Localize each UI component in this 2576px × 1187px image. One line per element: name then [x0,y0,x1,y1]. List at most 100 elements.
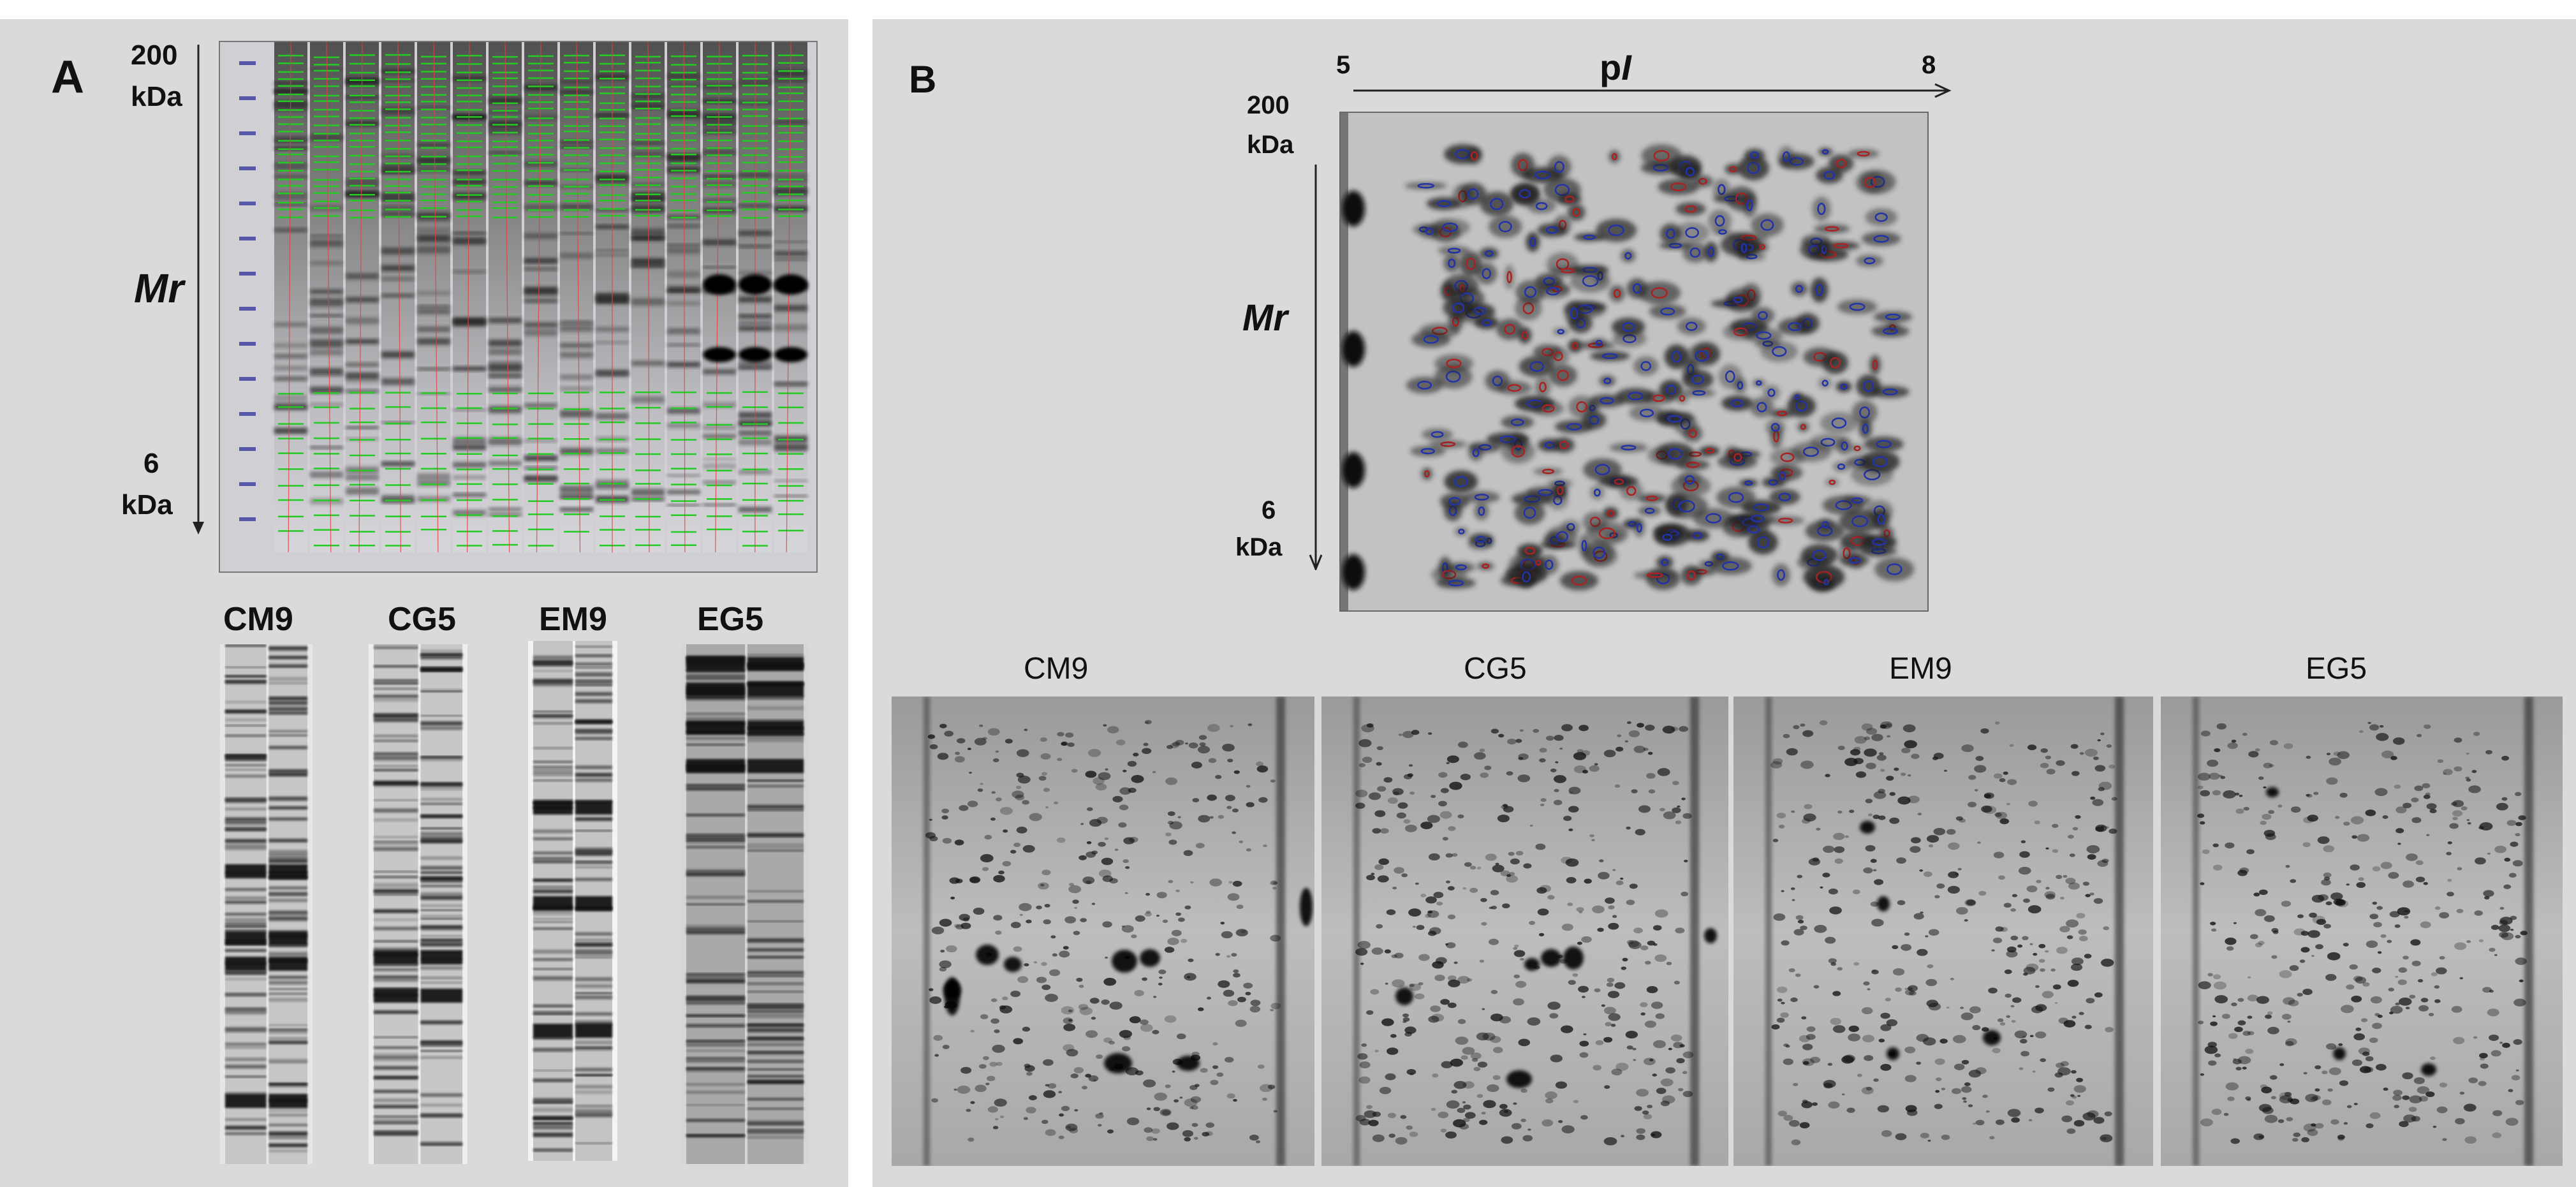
spot-outline [1640,361,1651,371]
gel-spot [953,924,960,928]
gel-spot [960,922,971,929]
gel-band [560,253,593,259]
gel-spot [1403,774,1413,779]
gel-spot [1022,800,1029,805]
gel-spot [2415,860,2424,866]
gel-spot [1628,940,1640,948]
panel-a-mw-bottom: 6 [144,448,159,479]
gel-spot [1616,746,1624,752]
gel-spot [1212,1065,1219,1069]
gel-spot [967,748,971,751]
gel-spot [1420,822,1433,830]
gel-spot [1579,1052,1589,1058]
gel-spot [1445,853,1454,858]
spot-outline [1750,151,1760,159]
gel-spot [1999,818,2010,825]
gel-spot [1800,760,1814,769]
gel-spot [1885,723,1892,728]
strip-band [420,871,462,874]
panel-b-pi-end: 8 [1922,51,1936,79]
gel-spot [2403,1114,2417,1123]
gel-spot [1561,924,1573,931]
gel-spot [931,926,945,934]
gel-spot [1911,753,1920,759]
protein-spot [1510,184,1540,203]
gel-spot [1464,1112,1476,1119]
strip-band [420,1040,462,1043]
protein-spot [1568,395,1595,418]
gel-spot [2508,873,2517,878]
gel-spot [2323,924,2331,929]
gel-spot [1235,929,1248,937]
gel-spot [2262,1107,2274,1114]
gel-spot [1448,979,1461,987]
strip-band [686,996,745,999]
gel-spot [1386,909,1396,915]
gel-spot [2463,1103,2477,1112]
protein-spot [1818,377,1832,390]
gel-heavy-spot [1877,896,1890,911]
gel-spot [2454,766,2462,772]
strip-band [533,760,573,763]
spot-outline [1747,161,1760,175]
strip-band [747,1107,804,1110]
gel-spot [1964,1082,1971,1086]
gel-spot [1901,748,1911,754]
gel-spot [1074,1109,1078,1112]
gel-spot [2362,982,2370,987]
protein-spot [1533,468,1563,476]
gel-band [417,246,450,254]
gel-band [274,427,307,434]
ladder-band [239,96,256,100]
gel-spot [1080,823,1084,825]
gel-spot [1474,752,1486,760]
gel-spot [1161,1110,1170,1116]
gel-spot [1228,999,1238,1006]
gel-spot [1112,795,1123,802]
gel-spot [1997,1018,2004,1022]
gel-spot [2297,992,2303,997]
gel-spot [2287,1098,2293,1102]
gel-spot [1926,999,1939,1008]
strip-band [575,943,612,947]
gel-spot [1270,934,1281,942]
strip-band [225,949,267,952]
gel-spot [1561,724,1573,732]
gel-spot [1880,1024,1892,1031]
gel-spot [2487,1008,2499,1017]
gel-spot [1045,806,1049,809]
gel-spot [1246,785,1251,788]
panel-a-mw-bottom-unit: kDa [121,489,173,520]
gel-spot [2010,1005,2015,1008]
gel-spot [1635,829,1645,836]
gel-spot [1133,753,1139,756]
protein-spot [1612,318,1645,337]
strip-band [575,679,612,681]
gel-spot [1041,1119,1049,1124]
strip-band [686,677,745,681]
gel-band [489,318,522,323]
gel-spot [2263,786,2267,789]
gel-spot [2478,1080,2487,1086]
gel-spot [1019,903,1032,911]
strip-band [420,896,462,900]
panel-a-gel-label-eg5: EG5 [697,601,764,638]
gel-spot [2104,1111,2112,1117]
strip-band [533,1107,573,1112]
gel-spot [2009,744,2014,747]
gel-spot [1573,1100,1579,1103]
gel-spot [2060,1061,2069,1066]
gel-band [703,266,736,269]
gel-spot [1402,1020,1407,1023]
gel-spot [2006,946,2017,953]
strip-band [374,697,418,702]
gel-spot [1612,915,1617,918]
gel-spot [1626,940,1634,945]
protein-spot [1583,540,1615,566]
gel-spot [1568,980,1576,985]
spot-outline [1566,423,1582,431]
gel-spot [2515,934,2521,939]
gel-spot [1897,900,1906,906]
gel-spot [1834,846,1845,853]
strip-band [575,778,612,782]
